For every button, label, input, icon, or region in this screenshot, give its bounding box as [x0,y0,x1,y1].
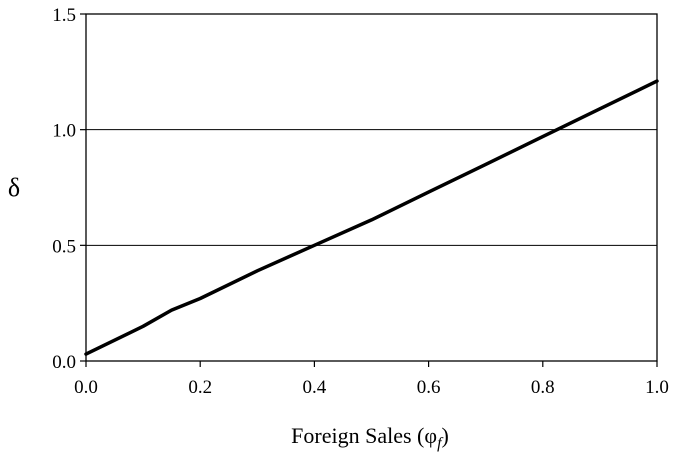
y-tick-label: 0.5 [52,236,76,257]
x-tick-label: 0.2 [188,377,212,398]
y-axis-label: δ [8,173,20,202]
x-tick-label: 0.6 [417,377,441,398]
x-tick-label: 0.8 [531,377,555,398]
x-axis-label: Foreign Sales (φf) [291,423,449,452]
series-layer [84,79,659,356]
plot-frame [85,13,658,362]
y-tick-label: 1.0 [52,121,76,142]
x-axis-label-main: Foreign Sales (φ [291,423,437,448]
y-tick-labels: 0.0 0.5 1.0 1.5 [52,5,76,373]
y-tick-label: 0.0 [52,352,76,373]
x-tick-label: 0.4 [303,377,327,398]
x-axis-label-subscript: f [437,435,444,452]
x-tick-label: 0.0 [74,377,98,398]
x-tick-label: 1.0 [645,377,669,398]
y-tick-label: 1.5 [52,5,76,26]
gridlines [86,129,657,246]
x-axis-label-suffix: ) [442,423,449,448]
x-tick-labels: 0.0 0.2 0.4 0.6 0.8 1.0 [74,377,669,398]
axis-ticks [80,13,658,367]
series-line [84,79,659,356]
